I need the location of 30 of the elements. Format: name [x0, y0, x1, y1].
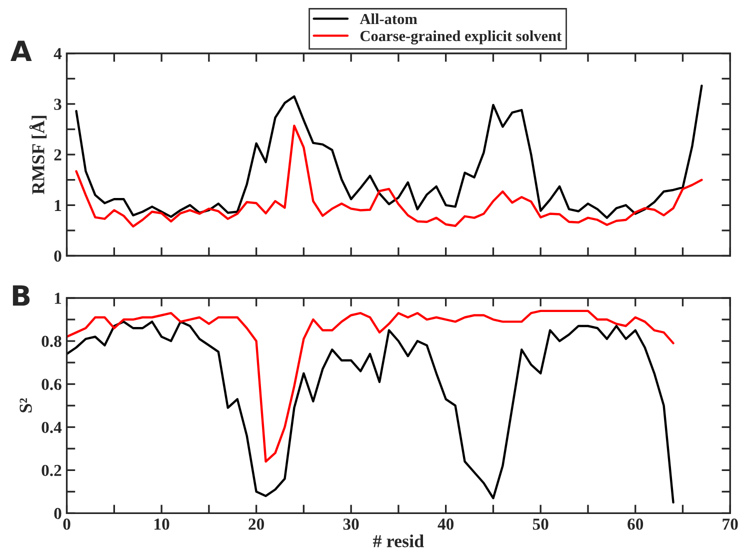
- text: A: [10, 40, 32, 62]
- line-series: [75, 84, 703, 219]
- x-axis-title: # resid: [373, 534, 424, 548]
- legend-label: Coarse-grained explicit solvent: [360, 30, 562, 44]
- y-tick-label: 3: [54, 98, 62, 110]
- y-tick-label: 1: [54, 292, 62, 304]
- line-series: [75, 124, 703, 228]
- x-tick-label: 50: [532, 518, 548, 530]
- y-tick-label: 2: [54, 149, 62, 160]
- y-tick-label: 0.2: [42, 464, 62, 476]
- x-tick-label: 60: [628, 518, 644, 530]
- y-tick-label: 0: [54, 508, 62, 520]
- y-tick-label: 0: [54, 250, 62, 262]
- y-tick-label: 1: [54, 200, 62, 211]
- line-series: [66, 320, 674, 504]
- y-tick-label: 0.8: [42, 336, 62, 348]
- y-axis-title: S²: [20, 398, 32, 412]
- y-axis-title: RMSF [Å]: [29, 116, 47, 194]
- x-tick-label: 40: [438, 518, 454, 530]
- x-tick-label: 30: [343, 518, 359, 530]
- x-tick-label: 0: [63, 518, 70, 530]
- x-tick-label: 70: [722, 518, 738, 530]
- y-tick-label: 0.6: [42, 378, 62, 390]
- y-tick-label: 0.4: [42, 422, 62, 434]
- legend-label: All-atom: [360, 13, 418, 24]
- x-tick-label: 10: [154, 518, 170, 530]
- x-tick-label: 20: [248, 518, 264, 530]
- line-series: [66, 310, 674, 463]
- text: B: [12, 285, 30, 306]
- y-tick-label: 4: [54, 48, 62, 60]
